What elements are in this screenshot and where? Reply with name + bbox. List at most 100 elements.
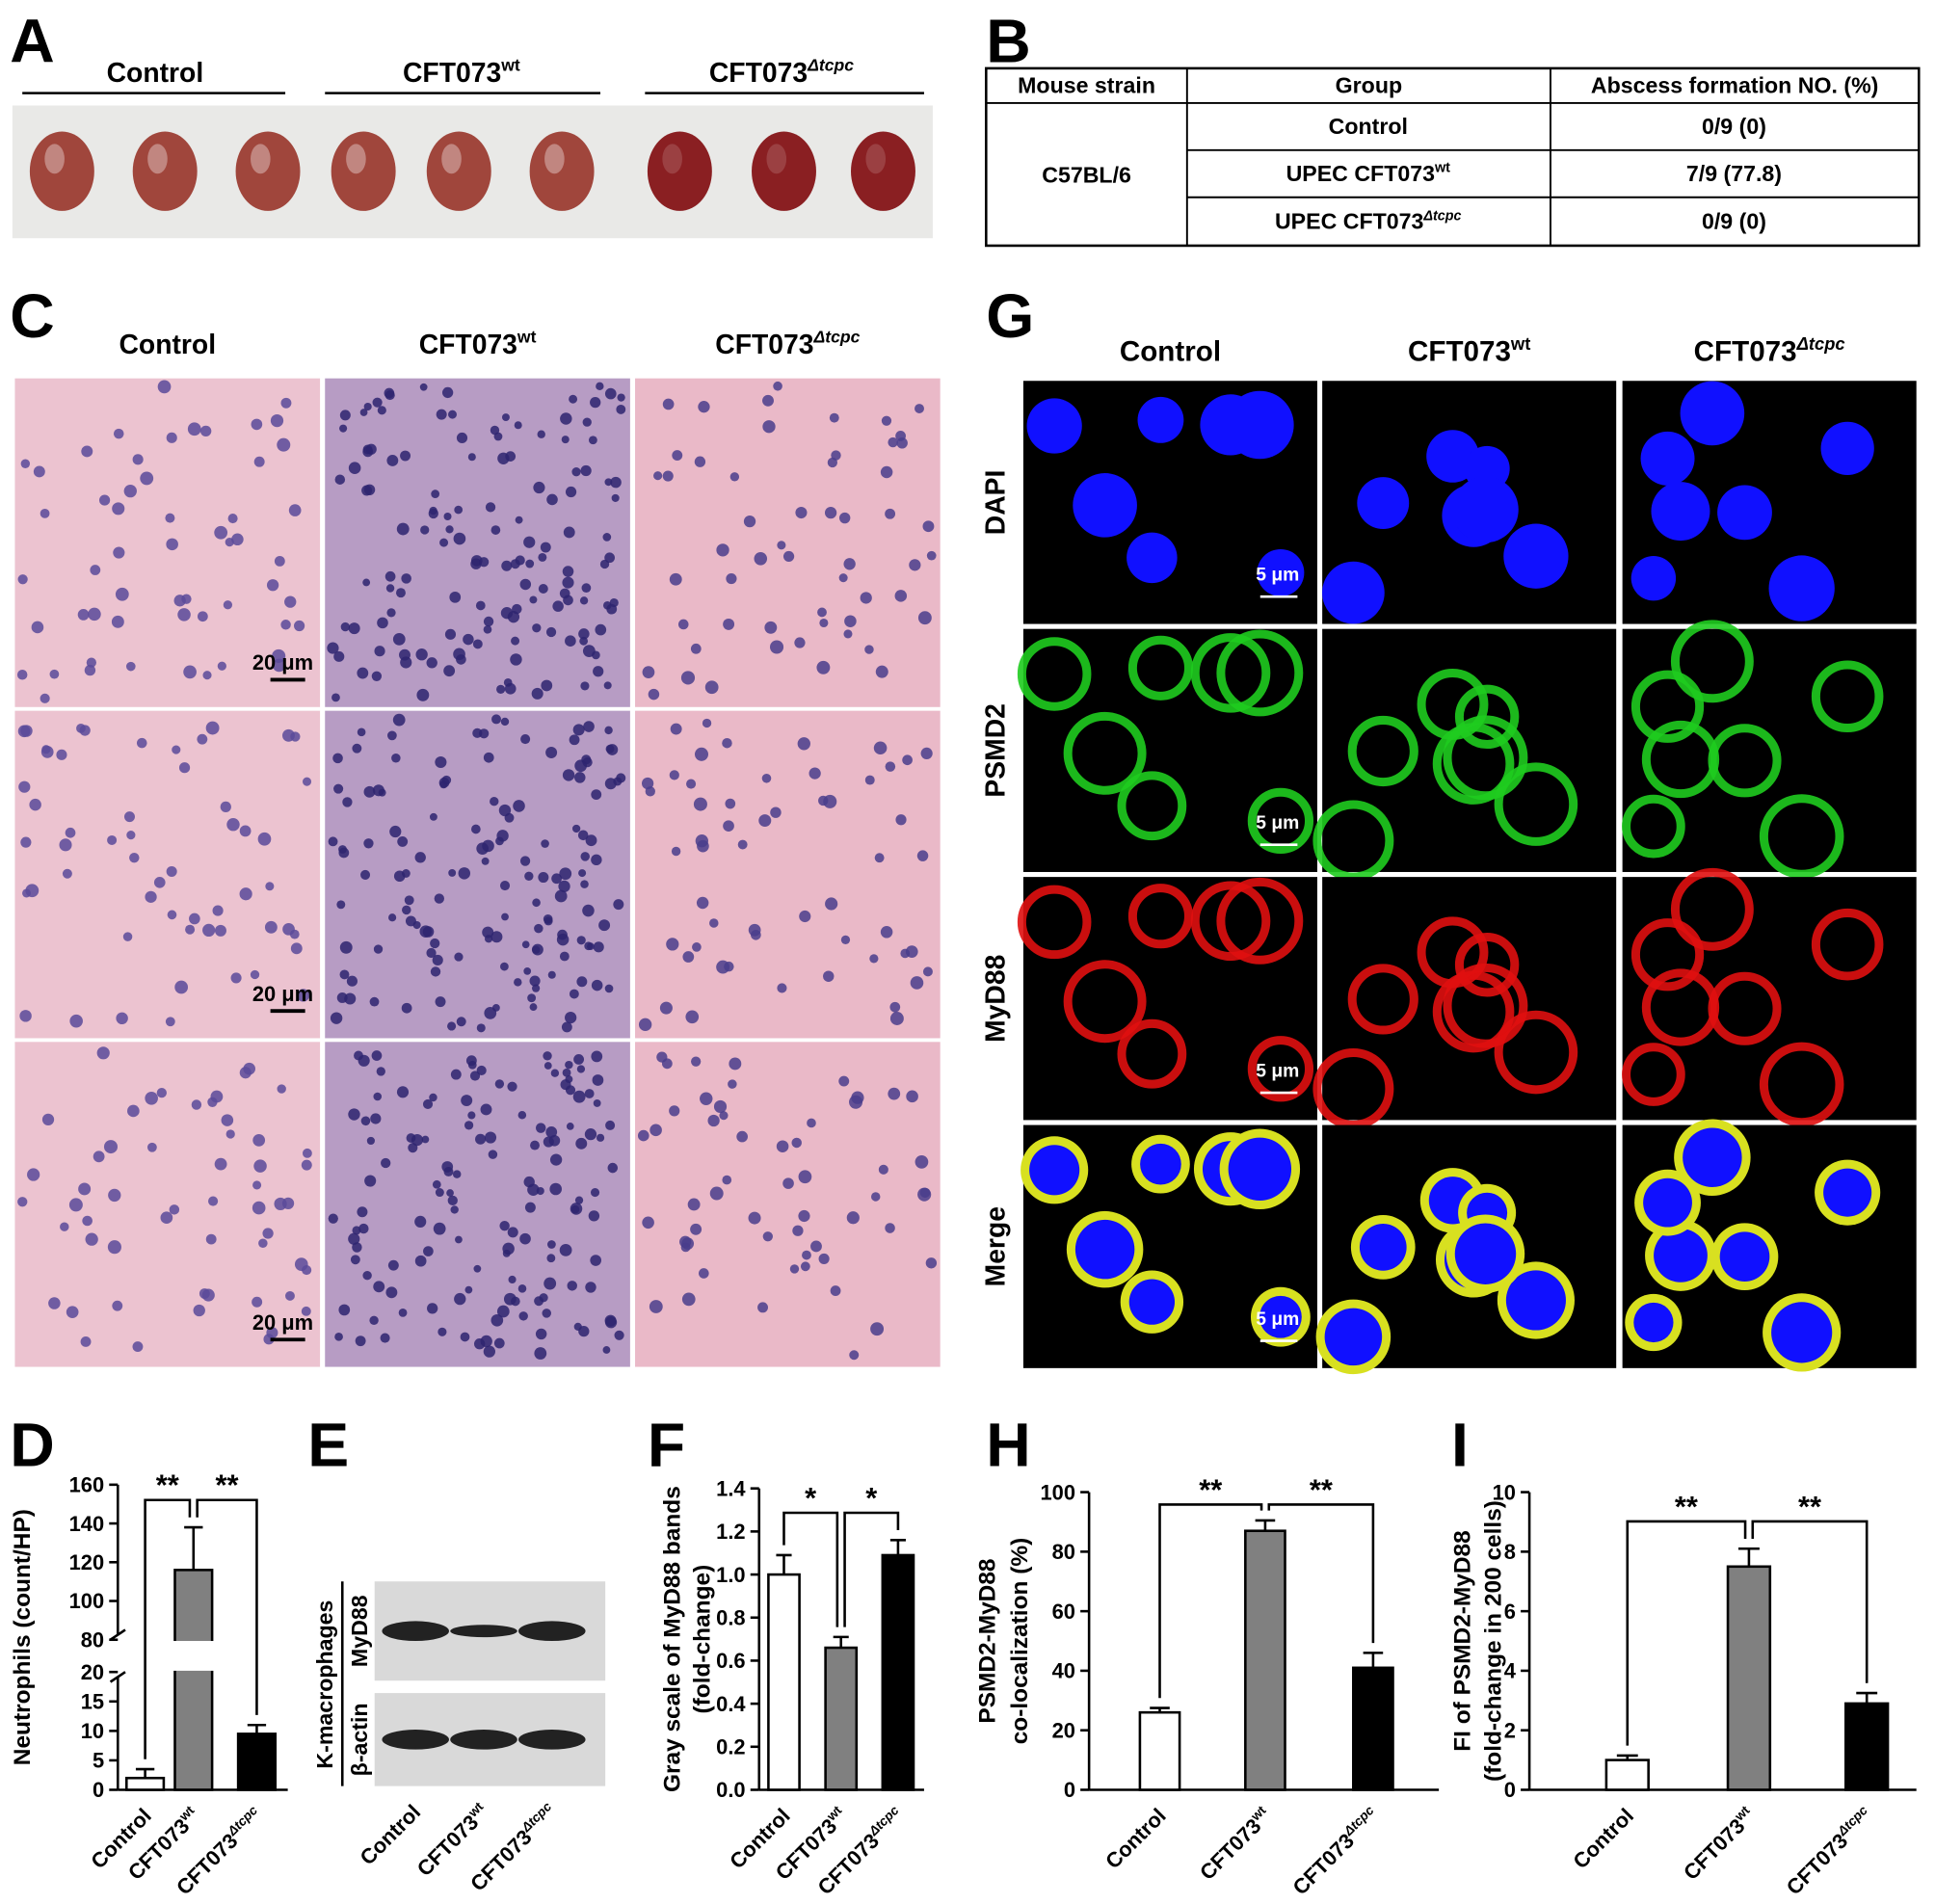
- nucleus: [384, 387, 395, 399]
- nucleus: [920, 747, 933, 759]
- nucleus: [511, 636, 520, 646]
- table-border: [985, 66, 1921, 248]
- nucleus: [538, 584, 548, 594]
- nucleus: [810, 1240, 822, 1253]
- kidney: [529, 131, 595, 211]
- nucleus: [562, 769, 575, 781]
- nucleus: [191, 1099, 202, 1110]
- nucleus: [212, 905, 224, 916]
- nucleus: [574, 1196, 584, 1204]
- nucleus: [716, 960, 730, 974]
- nucleus: [792, 1225, 804, 1236]
- nucleus: [496, 1305, 510, 1318]
- nucleus: [588, 436, 597, 445]
- nucleus: [388, 913, 397, 922]
- scale-bar-label: 20 μm: [252, 1310, 313, 1335]
- nucleus: [604, 726, 613, 735]
- cell: [1454, 684, 1520, 750]
- cell: [1454, 1223, 1517, 1284]
- nucleus: [797, 737, 810, 751]
- bar: [824, 1646, 859, 1791]
- nucleus: [386, 455, 399, 466]
- nucleus: [56, 749, 67, 760]
- significance-bracket: [1626, 1520, 1747, 1746]
- nucleus: [545, 1126, 558, 1138]
- nucleus: [777, 983, 787, 993]
- cell: [1127, 532, 1178, 584]
- nucleus: [885, 761, 896, 772]
- nucleus: [552, 600, 564, 612]
- nucleus: [414, 1255, 427, 1267]
- nucleus: [416, 688, 430, 701]
- fluorescence-image: [1322, 877, 1617, 1121]
- label-text: CFT073: [1195, 1813, 1266, 1885]
- bar: [767, 1573, 801, 1791]
- nucleus: [583, 721, 595, 732]
- y-tick-label: 4: [1504, 1659, 1517, 1683]
- nucleus: [562, 1068, 571, 1077]
- group-label: CFT073wt: [403, 56, 520, 88]
- nucleus: [197, 733, 208, 745]
- nucleus: [363, 785, 376, 798]
- nucleus: [681, 1292, 696, 1307]
- nucleus: [565, 635, 576, 648]
- nucleus: [926, 550, 937, 561]
- y-tick-label: 80: [1052, 1540, 1075, 1564]
- nucleus: [29, 798, 41, 811]
- nucleus: [127, 1104, 140, 1118]
- table-cell: C57BL/6: [1042, 162, 1131, 187]
- nucleus: [19, 1010, 32, 1022]
- nucleus: [369, 996, 380, 1007]
- nucleus: [348, 1108, 360, 1121]
- nucleus: [214, 1157, 227, 1171]
- label-text: CFT073: [709, 57, 808, 88]
- bar: [1726, 1565, 1772, 1791]
- nucleus: [333, 650, 345, 662]
- nucleus: [914, 404, 924, 414]
- nucleus: [84, 664, 96, 676]
- y-axis-label: PSMD2-MyD88: [974, 1558, 1000, 1723]
- nucleus: [880, 465, 893, 479]
- nucleus: [467, 1111, 476, 1120]
- significance-label: **: [1798, 1490, 1821, 1523]
- histology-image: [635, 710, 941, 1039]
- nucleus: [699, 1268, 709, 1279]
- nucleus: [687, 1198, 701, 1211]
- nucleus: [437, 1327, 447, 1336]
- scale-bar-label: 5 μm: [1256, 565, 1299, 585]
- nucleus: [799, 910, 811, 923]
- nucleus: [501, 413, 510, 422]
- nucleus: [167, 910, 177, 920]
- cell: [1494, 762, 1578, 846]
- cell: [1759, 794, 1844, 879]
- cell: [1117, 1018, 1187, 1089]
- fluorescence-image: [1622, 877, 1917, 1121]
- nucleus: [41, 745, 51, 754]
- nucleus: [534, 923, 543, 934]
- nucleus: [79, 725, 91, 736]
- nucleus: [521, 940, 530, 949]
- nucleus: [910, 976, 924, 990]
- nucleus: [69, 1014, 83, 1028]
- nucleus: [96, 1046, 110, 1060]
- nucleus: [81, 445, 93, 458]
- nucleus: [561, 436, 570, 444]
- column-label: CFT073wt: [1408, 333, 1530, 368]
- nucleus: [838, 573, 848, 583]
- panel-letter: B: [986, 6, 1030, 75]
- nucleus: [593, 1098, 601, 1107]
- y-axis-label: co-localization (%): [1007, 1538, 1033, 1745]
- lane-label: Control: [356, 1800, 426, 1870]
- nucleus: [262, 1228, 274, 1239]
- nucleus: [490, 525, 501, 535]
- nucleus: [584, 1128, 597, 1141]
- panel-letter: E: [307, 1411, 349, 1480]
- nucleus: [604, 478, 613, 487]
- nucleus: [277, 437, 291, 452]
- nucleus: [653, 471, 663, 481]
- nucleus: [729, 1057, 742, 1071]
- nucleus: [401, 1002, 412, 1014]
- nucleus: [807, 1118, 816, 1128]
- nucleus: [693, 797, 707, 811]
- cell: [1622, 794, 1685, 859]
